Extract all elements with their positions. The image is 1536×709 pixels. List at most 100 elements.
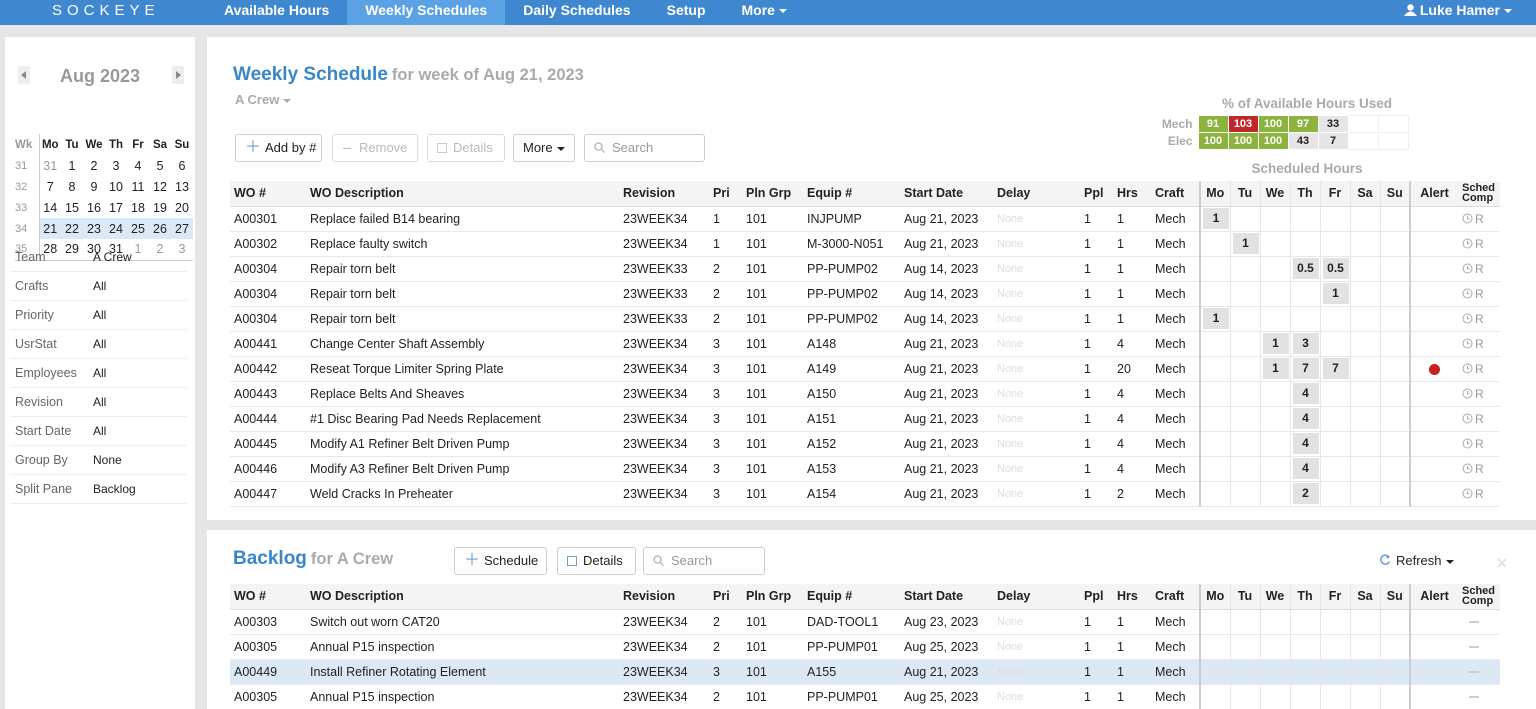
refresh-icon (1380, 554, 1391, 565)
calendar-day[interactable]: 6 (178, 158, 186, 173)
calendar-day[interactable]: 3 (112, 158, 120, 173)
prev-month[interactable] (18, 66, 30, 84)
calendar-day[interactable]: 11 (131, 179, 145, 194)
work-order-row[interactable]: A00305 Annual P15 inspection 23WEEK34 2 101 P… (230, 634, 1500, 660)
work-order-row[interactable]: A00302 Replace faulty switch 23WEEK34 1 101 M… (230, 231, 1500, 257)
filter-row[interactable]: Revision All (10, 388, 187, 417)
cell-ppl: 1 (1080, 381, 1113, 407)
week-number: 31 (15, 155, 40, 176)
crew-select[interactable]: A Crew (235, 92, 292, 107)
filter-row[interactable]: Crafts All (10, 272, 187, 301)
filter-row[interactable]: Employees All (10, 359, 187, 388)
work-order-row[interactable]: A00304 Repair torn belt 23WEEK33 2 101 PP-PUM… (230, 256, 1500, 282)
day-cell (1229, 206, 1260, 232)
calendar-day[interactable]: 12 (153, 179, 167, 194)
day-cell (1229, 456, 1260, 482)
work-order-row[interactable]: A00442 Reseat Torque Limiter Spring Plate… (230, 356, 1500, 382)
day-cell: 4 (1289, 406, 1320, 432)
work-order-row[interactable]: A00301 Replace failed B14 bearing 23WEEK34… (230, 206, 1500, 232)
calendar-day[interactable]: 30 (83, 239, 105, 261)
calendar-day[interactable]: 25 (127, 218, 149, 239)
cell-start: Aug 21, 2023 (900, 431, 993, 457)
cell-start: Aug 25, 2023 (900, 634, 993, 660)
calendar-day[interactable]: 8 (68, 179, 76, 194)
work-order-row[interactable]: A00447 Weld Cracks In Preheater 23WEEK34 3 1… (230, 481, 1500, 507)
day-cell (1229, 431, 1260, 457)
calendar-day[interactable]: 23 (83, 218, 105, 239)
work-order-row[interactable]: A00305 Annual P15 inspection 23WEEK34 2 101 P… (230, 684, 1500, 709)
more-button[interactable]: More (513, 134, 575, 162)
work-order-row[interactable]: A00449 Install Refiner Rotating Element 23… (230, 659, 1500, 685)
calendar-day[interactable]: 27 (171, 218, 193, 239)
filter-row[interactable]: Team A Crew (10, 243, 187, 272)
filter-row[interactable]: UsrStat All (10, 330, 187, 359)
calendar-day[interactable]: 7 (46, 179, 54, 194)
calendar-day[interactable]: 24 (105, 218, 127, 239)
calendar-day[interactable]: 20 (175, 200, 189, 215)
filter-row[interactable]: Group By None (10, 446, 187, 475)
calendar-day[interactable]: 22 (61, 218, 83, 239)
work-order-row[interactable]: A00441 Change Center Shaft Assembly 23WEEK… (230, 331, 1500, 357)
calendar-day[interactable]: 28 (39, 239, 61, 261)
cell-delay: None (993, 684, 1080, 709)
day-cell (1349, 431, 1380, 457)
schedule-button[interactable]: ＋ Schedule (454, 547, 547, 575)
sched-comp-cell: R (1458, 331, 1500, 357)
calendar-day[interactable]: 13 (175, 179, 189, 194)
column-header: Equip # (803, 181, 900, 207)
calendar-day[interactable]: 3 (171, 239, 193, 261)
user-menu[interactable]: Luke Hamer (1403, 2, 1512, 18)
next-month[interactable] (172, 66, 184, 84)
calendar-day[interactable]: 14 (43, 200, 58, 215)
calendar-day[interactable]: 29 (61, 239, 83, 261)
refresh-button[interactable]: Refresh (1379, 553, 1454, 568)
filter-row[interactable]: Start Date All (10, 417, 187, 446)
day-cell (1319, 381, 1350, 407)
calendar-day[interactable]: 17 (109, 200, 123, 215)
cell-delay: None (993, 306, 1080, 332)
cell-desc: Replace failed B14 bearing (306, 206, 619, 232)
search-box[interactable]: Search (643, 547, 765, 575)
calendar-day[interactable]: 15 (65, 200, 79, 215)
work-order-row[interactable]: A00304 Repair torn belt 23WEEK33 2 101 PP-PUM… (230, 281, 1500, 307)
add-button[interactable]: ＋ Add by # (235, 134, 322, 162)
calendar-day[interactable]: 10 (109, 179, 123, 194)
calendar-day[interactable]: 4 (134, 158, 142, 173)
calendar-day[interactable]: 9 (90, 179, 98, 194)
cell-craft: Mech (1151, 381, 1200, 407)
nav-item[interactable]: More (724, 0, 805, 25)
calendar-day[interactable]: 31 (105, 239, 127, 261)
calendar-day[interactable]: 5 (156, 158, 164, 173)
work-order-row[interactable]: A00444 #1 Disc Bearing Pad Needs Replacem… (230, 406, 1500, 432)
work-order-row[interactable]: A00443 Replace Belts And Sheaves 23WEEK34 3… (230, 381, 1500, 407)
details-button[interactable]: Details (557, 547, 636, 575)
calendar-day[interactable]: 1 (68, 158, 76, 173)
calendar-day[interactable]: 26 (149, 218, 171, 239)
calendar-day[interactable]: 31 (43, 158, 58, 173)
details-button[interactable]: Details (427, 134, 505, 162)
work-order-row[interactable]: A00445 Modify A1 Refiner Belt Driven Pump… (230, 431, 1500, 457)
work-order-row[interactable]: A00304 Repair torn belt 23WEEK33 2 101 PP-PUM… (230, 306, 1500, 332)
calendar-day[interactable]: 2 (149, 239, 171, 261)
close-icon[interactable] (1497, 558, 1507, 568)
nav-item[interactable]: Setup (649, 0, 724, 25)
cell-hrs: 4 (1113, 456, 1151, 482)
calendar-day[interactable]: 16 (87, 200, 101, 215)
remove-button[interactable]: Remove (332, 134, 418, 162)
cell-equip: A153 (803, 456, 900, 482)
calendar-day[interactable]: 19 (153, 200, 167, 215)
calendar-day[interactable]: 1 (127, 239, 149, 261)
nav-item[interactable]: Weekly Schedules (347, 0, 506, 25)
search-box[interactable]: Search (584, 134, 705, 162)
calendar-day[interactable]: 21 (39, 218, 61, 239)
calendar-day[interactable]: 18 (131, 200, 145, 215)
filter-row[interactable]: Split Pane Backlog (10, 475, 187, 504)
filter-row[interactable]: Priority All (10, 301, 187, 330)
nav-item[interactable]: Daily Schedules (505, 0, 648, 25)
day-cell (1349, 609, 1380, 635)
nav-item[interactable]: Available Hours (206, 0, 347, 25)
calendar-day[interactable]: 2 (90, 158, 98, 173)
work-order-row[interactable]: A00303 Switch out worn CAT20 23WEEK34 2 101 D… (230, 609, 1500, 635)
column-header: Mo (1199, 181, 1230, 207)
work-order-row[interactable]: A00446 Modify A3 Refiner Belt Driven Pump… (230, 456, 1500, 482)
